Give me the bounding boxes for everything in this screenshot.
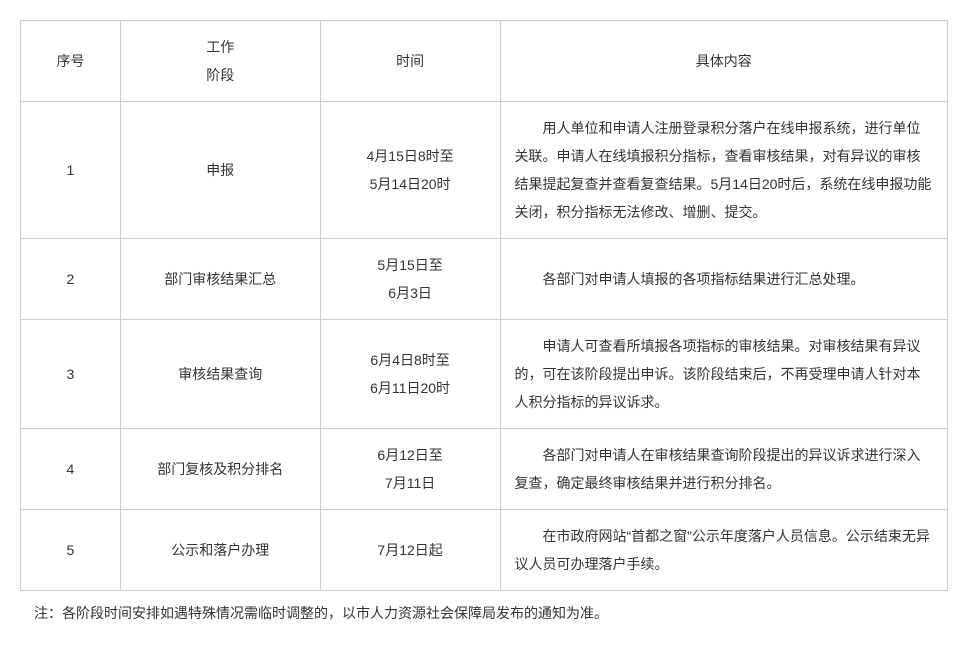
header-stage-line2: 阶段 [135,61,306,89]
header-seq: 序号 [21,21,121,102]
time-line2: 6月3日 [388,285,432,301]
table-row: 1 申报 4月15日8时至 5月14日20时 用人单位和申请人注册登录积分落户在… [21,102,948,239]
cell-content: 申请人可查看所填报各项指标的审核结果。对审核结果有异议的，可在该阶段提出申诉。该… [500,320,948,429]
time-line1: 6月4日8时至 [370,352,449,368]
header-time: 时间 [320,21,500,102]
content-text: 用人单位和申请人注册登录积分落户在线申报系统，进行单位关联。申请人在线填报积分指… [515,114,934,226]
cell-time: 7月12日起 [320,510,500,591]
cell-content: 各部门对申请人填报的各项指标结果进行汇总处理。 [500,239,948,320]
time-line2: 7月11日 [385,475,435,491]
header-stage: 工作 阶段 [120,21,320,102]
table-row: 5 公示和落户办理 7月12日起 在市政府网站“首都之窗”公示年度落户人员信息。… [21,510,948,591]
cell-seq: 4 [21,429,121,510]
cell-stage: 部门审核结果汇总 [120,239,320,320]
cell-time: 4月15日8时至 5月14日20时 [320,102,500,239]
table-row: 3 审核结果查询 6月4日8时至 6月11日20时 申请人可查看所填报各项指标的… [21,320,948,429]
time-line1: 5月15日至 [377,257,442,273]
header-content: 具体内容 [500,21,948,102]
table-row: 2 部门审核结果汇总 5月15日至 6月3日 各部门对申请人填报的各项指标结果进… [21,239,948,320]
cell-time: 6月12日至 7月11日 [320,429,500,510]
time-line2: 6月11日20时 [370,380,450,396]
cell-stage: 审核结果查询 [120,320,320,429]
content-text: 各部门对申请人填报的各项指标结果进行汇总处理。 [515,265,934,293]
time-line1: 6月12日至 [377,447,442,463]
cell-seq: 3 [21,320,121,429]
cell-stage: 公示和落户办理 [120,510,320,591]
cell-stage: 部门复核及积分排名 [120,429,320,510]
cell-content: 各部门对申请人在审核结果查询阶段提出的异议诉求进行深入复查，确定最终审核结果并进… [500,429,948,510]
table-body: 1 申报 4月15日8时至 5月14日20时 用人单位和申请人注册登录积分落户在… [21,102,948,591]
content-text: 申请人可查看所填报各项指标的审核结果。对审核结果有异议的，可在该阶段提出申诉。该… [515,332,934,416]
cell-time: 5月15日至 6月3日 [320,239,500,320]
schedule-table-container: 序号 工作 阶段 时间 具体内容 1 申报 4月15日8时至 5月14日20时 … [20,20,948,591]
time-line2: 5月14日20时 [370,176,451,192]
cell-time: 6月4日8时至 6月11日20时 [320,320,500,429]
cell-seq: 2 [21,239,121,320]
cell-content: 用人单位和申请人注册登录积分落户在线申报系统，进行单位关联。申请人在线填报积分指… [500,102,948,239]
content-text: 在市政府网站“首都之窗”公示年度落户人员信息。公示结束无异议人员可办理落户手续。 [515,522,934,578]
cell-content: 在市政府网站“首都之窗”公示年度落户人员信息。公示结束无异议人员可办理落户手续。 [500,510,948,591]
cell-seq: 5 [21,510,121,591]
header-stage-line1: 工作 [135,33,306,61]
time-line1: 7月12日起 [377,542,442,558]
table-row: 4 部门复核及积分排名 6月12日至 7月11日 各部门对申请人在审核结果查询阶… [21,429,948,510]
table-header-row: 序号 工作 阶段 时间 具体内容 [21,21,948,102]
cell-stage: 申报 [120,102,320,239]
content-text: 各部门对申请人在审核结果查询阶段提出的异议诉求进行深入复查，确定最终审核结果并进… [515,441,934,497]
schedule-table: 序号 工作 阶段 时间 具体内容 1 申报 4月15日8时至 5月14日20时 … [20,20,948,591]
cell-seq: 1 [21,102,121,239]
footnote-text: 注：各阶段时间安排如遇特殊情况需临时调整的，以市人力资源社会保障局发布的通知为准… [20,601,948,626]
time-line1: 4月15日8时至 [367,148,454,164]
